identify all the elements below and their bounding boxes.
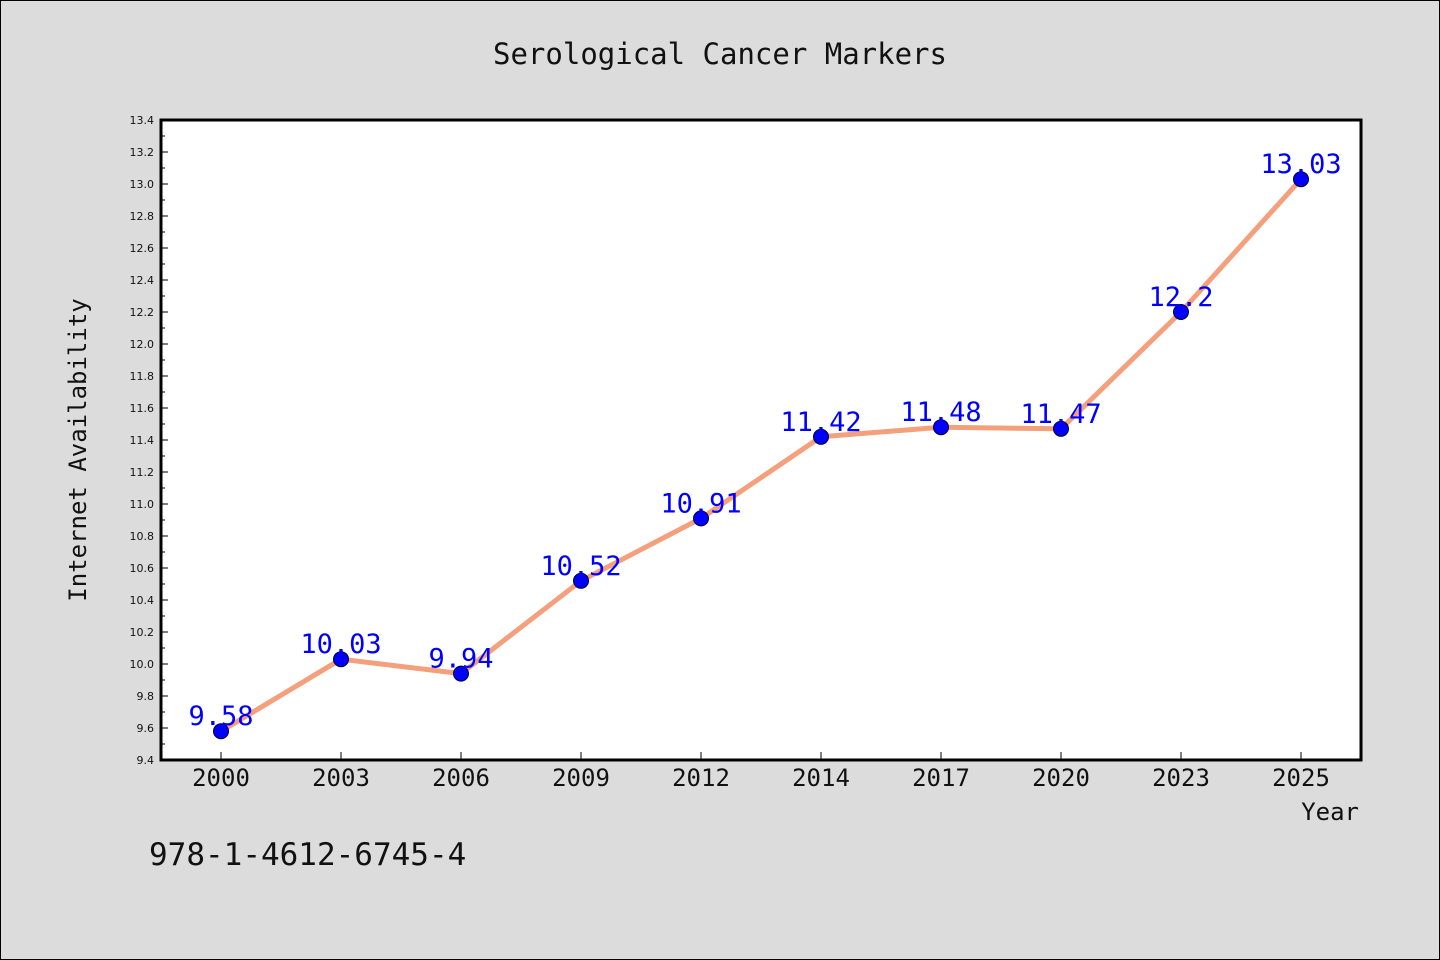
y-tick-label: 10.4 xyxy=(130,594,155,607)
data-point xyxy=(933,419,949,436)
isbn-text: 978-1-4612-6745-4 xyxy=(149,837,466,873)
data-point xyxy=(573,572,589,589)
data-label: 9.58 xyxy=(188,701,253,732)
chart-title: Serological Cancer Markers xyxy=(493,37,947,71)
data-label: 12.2 xyxy=(1148,282,1213,313)
x-tick-label: 2003 xyxy=(312,764,370,792)
y-tick-label: 13.2 xyxy=(130,146,155,159)
y-tick-label: 12.2 xyxy=(130,306,155,319)
data-point xyxy=(813,428,829,445)
data-label: 9.94 xyxy=(428,644,493,675)
data-label: 10.52 xyxy=(540,551,621,582)
y-tick-label: 9.6 xyxy=(137,722,155,735)
y-tick-label: 11.2 xyxy=(130,466,155,479)
y-axis: 9.4 9.6 9.8 10.0 10.2 10.4 10.6 10.8 11.0 11.2 11.… xyxy=(130,114,168,767)
data-label: 11.48 xyxy=(900,397,981,428)
data-point xyxy=(333,651,349,668)
y-tick-label: 13.0 xyxy=(130,178,155,191)
y-axis-label: Internet Availability xyxy=(64,298,92,601)
x-tick-label: 2009 xyxy=(552,764,610,792)
x-tick-label: 2025 xyxy=(1272,764,1330,792)
y-tick-label: 11.6 xyxy=(130,402,155,415)
x-axis: 2000 2003 2006 2009 2012 2014 2017 2020 2023 2025 xyxy=(192,752,1330,792)
y-tick-label: 9.8 xyxy=(137,690,155,703)
y-tick-label: 11.8 xyxy=(130,370,155,383)
x-tick-label: 2017 xyxy=(912,764,970,792)
plot-frame xyxy=(159,118,1363,762)
y-tick-label: 10.6 xyxy=(130,562,155,575)
data-labels-group: 9.58 10.03 9.94 10.52 10.91 11.42 11.48 11.47 12… xyxy=(188,149,1341,732)
x-tick-label: 2012 xyxy=(672,764,730,792)
data-label: 11.47 xyxy=(1020,399,1101,430)
y-tick-label: 12.0 xyxy=(130,338,155,351)
x-axis-label: Year xyxy=(1301,798,1359,826)
data-point xyxy=(1293,171,1309,188)
data-point xyxy=(1053,420,1069,437)
data-point xyxy=(693,510,709,527)
data-label: 10.91 xyxy=(660,488,741,519)
y-tick-label: 12.8 xyxy=(130,210,155,223)
y-tick-label: 13.4 xyxy=(130,114,155,127)
x-tick-label: 2006 xyxy=(432,764,490,792)
x-tick-label: 2014 xyxy=(792,764,850,792)
y-tick-label: 11.0 xyxy=(130,498,155,511)
data-point xyxy=(453,665,469,682)
data-point xyxy=(1173,304,1189,320)
x-tick-label: 2000 xyxy=(192,764,250,792)
y-tick-label: 9.4 xyxy=(137,754,155,767)
plot-area xyxy=(161,120,1361,760)
data-label: 13.03 xyxy=(1260,149,1341,180)
data-label: 11.42 xyxy=(780,407,861,438)
y-tick-label: 12.4 xyxy=(130,274,155,287)
y-tick-label: 10.8 xyxy=(130,530,155,543)
x-tick-label: 2020 xyxy=(1032,764,1090,792)
y-tick-label: 10.0 xyxy=(130,658,155,671)
data-point xyxy=(213,723,229,740)
x-tick-label: 2023 xyxy=(1152,764,1210,792)
series-line xyxy=(218,176,1304,734)
y-tick-label: 11.4 xyxy=(130,434,155,447)
y-tick-label: 12.6 xyxy=(130,242,155,255)
data-label: 10.03 xyxy=(300,629,381,660)
series-line-group xyxy=(218,176,1304,734)
y-tick-label: 10.2 xyxy=(130,626,155,639)
markers-group xyxy=(213,171,1309,740)
